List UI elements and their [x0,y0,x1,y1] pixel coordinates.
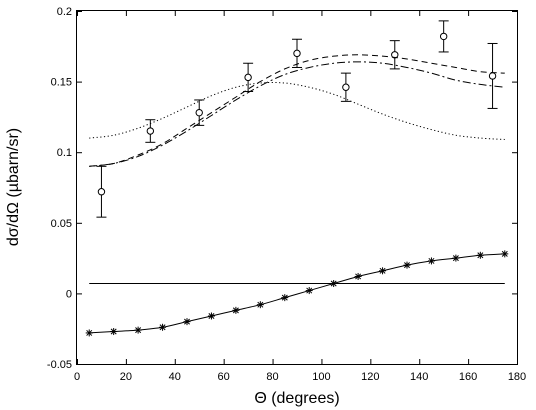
star-marker [159,323,167,331]
x-tick-label: 60 [218,371,230,383]
star-marker [183,318,191,326]
x-tick-label: 120 [361,371,379,383]
series-line-solid-star-markers [89,253,505,334]
star-marker-stroke [330,280,337,287]
star-marker-stroke [208,313,215,319]
star-marker [330,280,338,288]
star-marker-stroke [135,327,142,334]
star-marker-stroke [452,255,459,262]
star-marker-stroke [110,328,117,335]
y-tick-label: 0.1 [57,147,72,159]
series-line-dashed [89,54,505,167]
star-marker-stroke [86,329,93,336]
star-marker-stroke [257,301,264,308]
x-tick-label: 0 [74,371,80,383]
plot-frame [76,10,518,365]
x-tick-label: 140 [410,371,428,383]
star-marker-stroke [281,294,288,301]
series-line-dash-dot [89,61,505,167]
y-tick-label: 0.15 [51,77,72,89]
star-marker [403,261,411,269]
data-point-circle [439,32,448,41]
y-tick-label: 0.05 [51,218,72,230]
data-point-circle [97,188,106,196]
star-marker-stroke [355,273,362,280]
y-axis-ticks: -0.05 0 0.05 0.1 0.15 0.2 [47,6,517,371]
x-tick-label: 40 [169,371,181,383]
series-layer [85,20,509,337]
star-marker [476,251,484,259]
x-tick-label: 20 [120,371,132,383]
star-marker-stroke [379,267,386,274]
star-marker-stroke [159,324,166,331]
series-line-dotted [89,81,505,140]
star-marker [85,329,93,337]
x-tick-label: 80 [266,371,278,383]
x-axis-ticks: 0 20 40 60 80 100 120 140 160 180 [74,11,526,383]
y-axis-label: dσ/dΩ (µbarn/sr) [5,128,22,246]
star-marker [427,257,435,265]
star-marker-stroke [232,307,239,314]
star-marker [501,250,509,258]
data-point-circle [195,108,203,117]
star-marker-stroke [306,287,313,294]
data-point-circle [342,83,350,91]
star-marker [256,301,264,309]
star-marker-stroke [428,257,435,264]
data-point-circle [146,127,155,135]
y-tick-label: 0 [66,288,72,300]
star-marker [134,326,142,334]
star-marker-stroke [404,262,410,269]
data-point-circle [293,49,301,58]
star-marker [110,328,118,336]
star-marker-stroke [184,318,190,325]
data-point-circle [391,51,399,59]
y-tick-label: -0.05 [47,359,72,371]
star-marker [232,306,240,314]
star-marker [452,254,460,262]
x-tick-label: 180 [508,371,526,383]
star-marker-stroke [501,250,508,257]
data-point-circle [488,72,497,80]
x-tick-label: 160 [459,371,477,383]
x-axis-label: Θ (degrees) [254,390,339,407]
y-tick-label: 0.2 [57,6,72,18]
star-marker [207,312,215,320]
star-marker-stroke [477,252,484,259]
star-marker [379,267,387,275]
star-marker [281,294,289,302]
star-marker [354,272,362,280]
data-point-circle [244,73,252,82]
star-marker [305,287,313,295]
x-tick-label: 100 [312,371,330,383]
